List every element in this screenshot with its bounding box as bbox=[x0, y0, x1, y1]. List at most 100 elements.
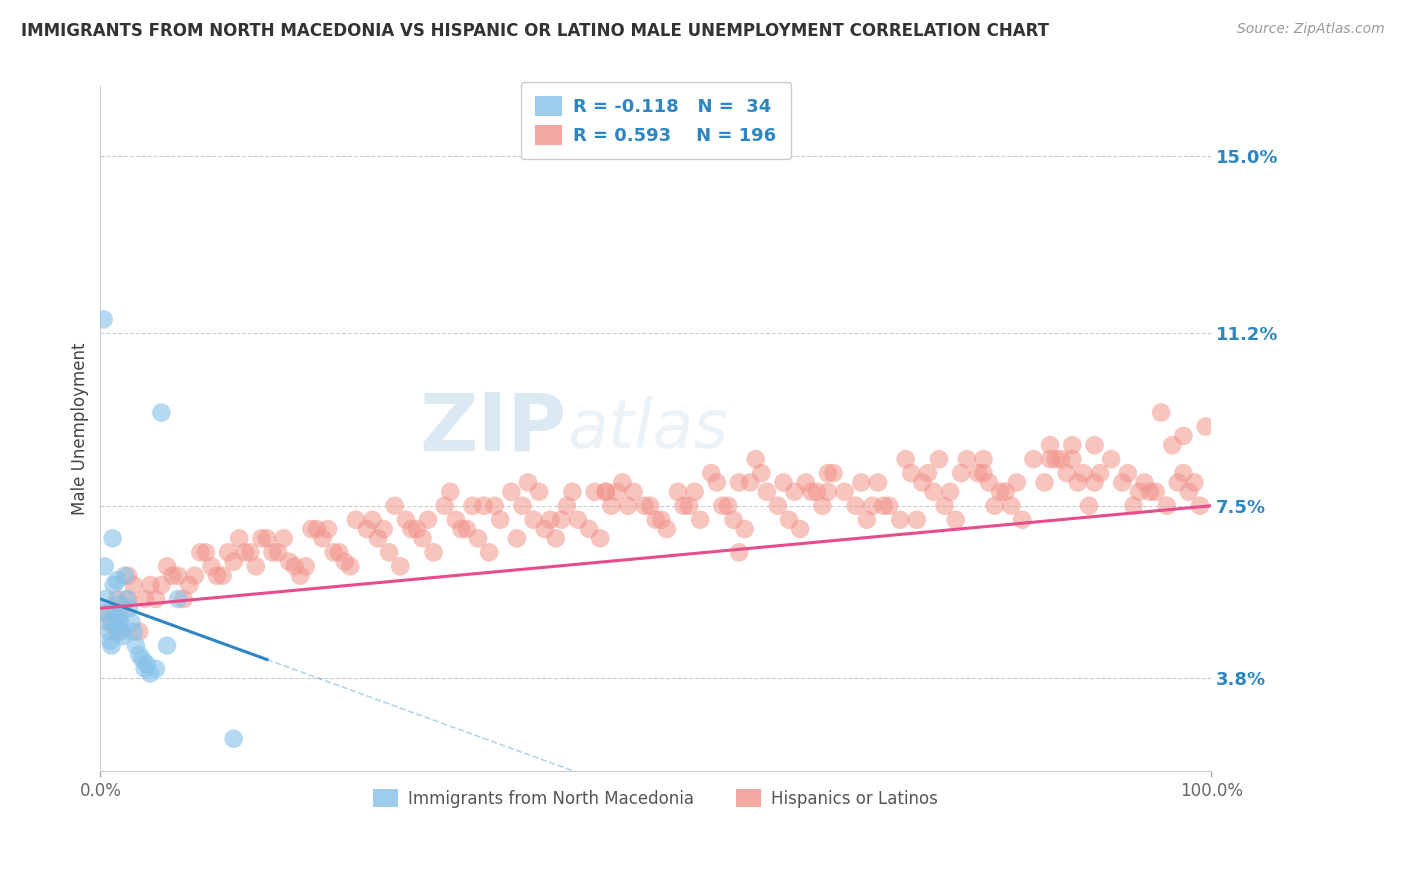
Point bbox=[1139, 484, 1161, 499]
Point bbox=[299, 522, 322, 536]
Point bbox=[988, 484, 1011, 499]
Point bbox=[139, 666, 162, 681]
Point bbox=[512, 499, 534, 513]
Point bbox=[94, 591, 117, 606]
Point bbox=[823, 466, 845, 480]
Point bbox=[1005, 475, 1028, 490]
Point bbox=[578, 522, 600, 536]
Point bbox=[439, 484, 461, 499]
Point bbox=[406, 522, 429, 536]
Point bbox=[1161, 438, 1184, 452]
Point bbox=[104, 620, 127, 634]
Point bbox=[533, 522, 555, 536]
Point bbox=[917, 466, 939, 480]
Point bbox=[115, 591, 138, 606]
Point bbox=[972, 452, 994, 467]
Point bbox=[179, 578, 201, 592]
Point bbox=[1173, 466, 1195, 480]
Point bbox=[817, 484, 839, 499]
Point bbox=[256, 532, 278, 546]
Point bbox=[205, 568, 228, 582]
Point bbox=[911, 475, 934, 490]
Point bbox=[655, 522, 678, 536]
Point bbox=[967, 466, 990, 480]
Point bbox=[114, 568, 136, 582]
Point bbox=[328, 545, 350, 559]
Point bbox=[316, 522, 339, 536]
Point bbox=[401, 522, 423, 536]
Point bbox=[922, 484, 945, 499]
Point bbox=[194, 545, 217, 559]
Point bbox=[200, 559, 222, 574]
Point bbox=[356, 522, 378, 536]
Point bbox=[98, 624, 121, 639]
Point bbox=[905, 513, 928, 527]
Point bbox=[284, 559, 307, 574]
Point bbox=[167, 591, 190, 606]
Point bbox=[522, 513, 544, 527]
Point bbox=[595, 484, 617, 499]
Point bbox=[740, 475, 762, 490]
Point bbox=[900, 466, 922, 480]
Point bbox=[772, 475, 794, 490]
Point bbox=[567, 513, 589, 527]
Point bbox=[723, 513, 745, 527]
Point bbox=[117, 591, 139, 606]
Point bbox=[305, 522, 328, 536]
Point bbox=[766, 499, 789, 513]
Point bbox=[128, 648, 150, 662]
Point bbox=[461, 499, 484, 513]
Point bbox=[484, 499, 506, 513]
Point bbox=[860, 499, 883, 513]
Point bbox=[156, 639, 179, 653]
Point bbox=[167, 568, 190, 582]
Point bbox=[1194, 419, 1216, 434]
Point bbox=[778, 513, 800, 527]
Point bbox=[606, 484, 628, 499]
Point bbox=[262, 545, 284, 559]
Point bbox=[367, 532, 389, 546]
Point bbox=[433, 499, 456, 513]
Point bbox=[118, 601, 141, 615]
Point bbox=[333, 555, 356, 569]
Point bbox=[111, 601, 134, 615]
Point bbox=[489, 513, 512, 527]
Point bbox=[278, 555, 301, 569]
Legend: Immigrants from North Macedonia, Hispanics or Latinos: Immigrants from North Macedonia, Hispani… bbox=[367, 782, 945, 814]
Point bbox=[994, 484, 1017, 499]
Point bbox=[250, 532, 273, 546]
Point bbox=[633, 499, 655, 513]
Point bbox=[101, 532, 124, 546]
Point bbox=[100, 639, 122, 653]
Point bbox=[361, 513, 384, 527]
Point bbox=[950, 466, 973, 480]
Point bbox=[136, 657, 159, 672]
Point bbox=[105, 624, 128, 639]
Point bbox=[384, 499, 406, 513]
Point bbox=[107, 597, 129, 611]
Point bbox=[395, 513, 418, 527]
Point bbox=[1173, 429, 1195, 443]
Point bbox=[501, 484, 523, 499]
Point bbox=[789, 522, 811, 536]
Point bbox=[156, 559, 179, 574]
Point bbox=[650, 513, 672, 527]
Point bbox=[939, 484, 962, 499]
Point bbox=[845, 499, 868, 513]
Point bbox=[105, 574, 128, 588]
Point bbox=[1083, 438, 1105, 452]
Text: ZIP: ZIP bbox=[419, 390, 567, 468]
Point bbox=[373, 522, 395, 536]
Point bbox=[125, 639, 148, 653]
Point bbox=[122, 578, 145, 592]
Point bbox=[228, 532, 250, 546]
Point bbox=[456, 522, 478, 536]
Point bbox=[162, 568, 184, 582]
Point bbox=[794, 475, 817, 490]
Point bbox=[139, 578, 162, 592]
Point bbox=[128, 624, 150, 639]
Point bbox=[422, 545, 444, 559]
Point bbox=[550, 513, 572, 527]
Point bbox=[378, 545, 401, 559]
Point bbox=[745, 452, 768, 467]
